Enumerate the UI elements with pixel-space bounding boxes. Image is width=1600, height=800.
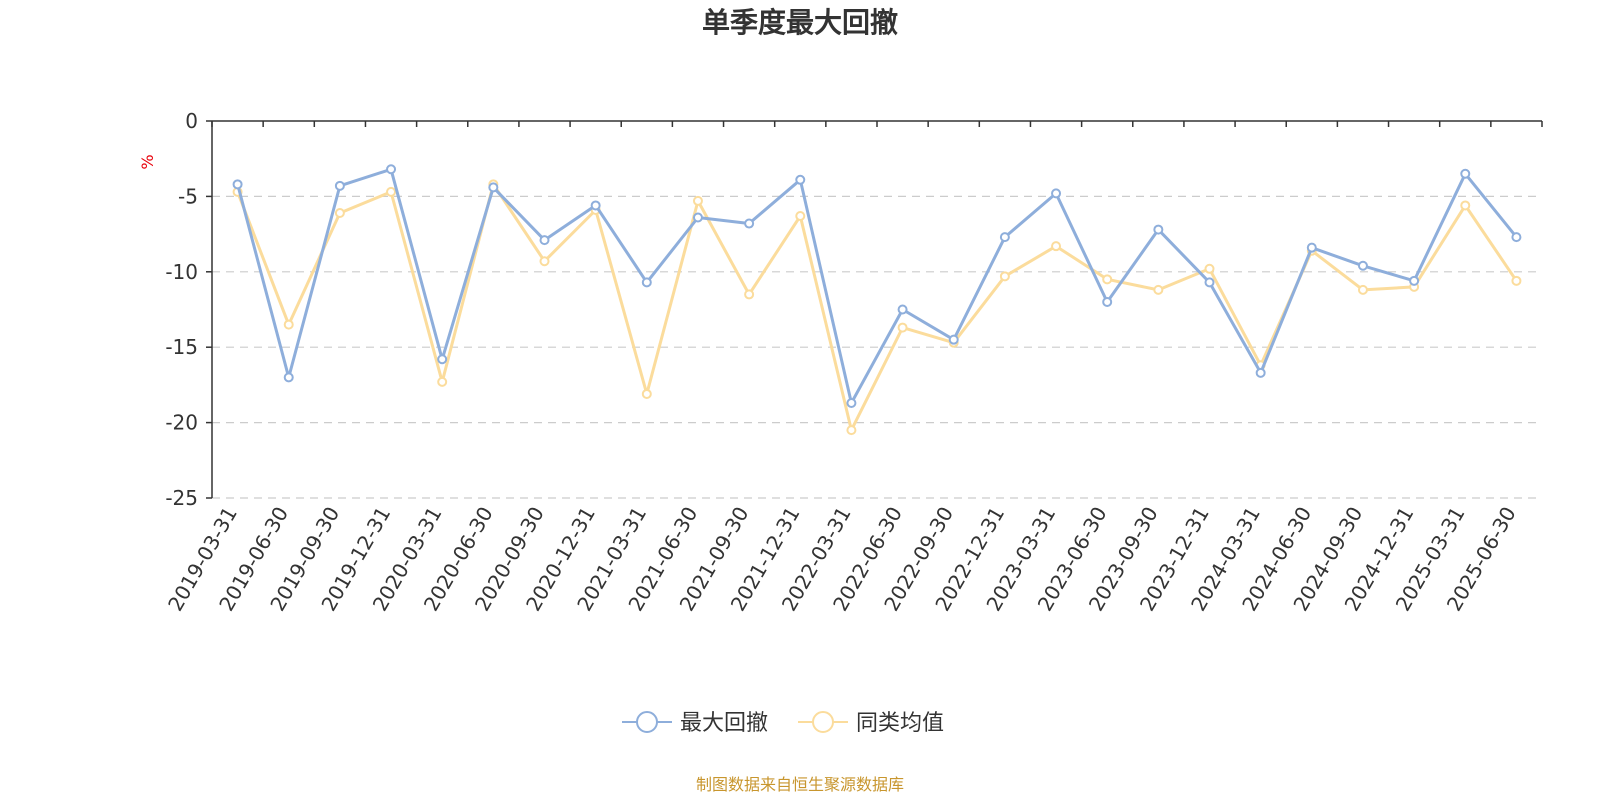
y-tick-label: -25 [165, 486, 198, 510]
data-point[interactable] [1460, 200, 1471, 211]
data-point[interactable] [590, 200, 601, 211]
data-point[interactable] [744, 218, 755, 229]
data-point[interactable] [846, 425, 857, 436]
legend[interactable]: 最大回撤 同类均值 [622, 711, 944, 736]
legend-label: 同类均值 [856, 711, 944, 736]
data-point[interactable] [539, 256, 550, 267]
data-source-note: 制图数据来自恒生聚源数据库 [696, 775, 904, 794]
data-point[interactable] [1306, 242, 1317, 253]
data-point[interactable] [1409, 275, 1420, 286]
data-point[interactable] [795, 211, 806, 222]
y-tick-label: -10 [165, 260, 198, 284]
data-point[interactable] [334, 180, 345, 191]
data-point[interactable] [232, 179, 243, 190]
series-2 [232, 179, 1522, 436]
data-point[interactable] [1460, 168, 1471, 179]
y-tick-label: -15 [165, 335, 198, 359]
y-tick-label: -5 [178, 184, 198, 208]
data-point[interactable] [386, 186, 397, 197]
data-point[interactable] [1051, 241, 1062, 252]
data-point[interactable] [1357, 284, 1368, 295]
data-point[interactable] [1102, 296, 1113, 307]
data-point[interactable] [999, 271, 1010, 282]
series-line [236, 167, 1518, 405]
y-tick-label: 0 [185, 109, 198, 133]
data-point[interactable] [437, 376, 448, 387]
series-lines [232, 164, 1522, 436]
legend-marker-icon [812, 711, 834, 733]
data-point[interactable] [641, 388, 652, 399]
data-point[interactable] [437, 354, 448, 365]
data-point[interactable] [1511, 232, 1522, 243]
data-point[interactable] [386, 164, 397, 175]
data-point[interactable] [488, 182, 499, 193]
data-point[interactable] [1255, 367, 1266, 378]
data-point[interactable] [1511, 275, 1522, 286]
series-1 [232, 164, 1522, 408]
data-point[interactable] [641, 277, 652, 288]
data-point[interactable] [1153, 284, 1164, 295]
data-point[interactable] [897, 304, 908, 315]
chart-title: 单季度最大回撤 [702, 6, 898, 39]
legend-label: 最大回撤 [680, 711, 768, 736]
axes: 0-5-10-15-20-252019-03-312019-06-302019-… [163, 109, 1543, 615]
data-point[interactable] [795, 174, 806, 185]
legend-item-2[interactable]: 同类均值 [798, 711, 944, 736]
data-point[interactable] [1051, 188, 1062, 199]
data-point[interactable] [897, 322, 908, 333]
data-point[interactable] [283, 319, 294, 330]
data-point[interactable] [1204, 263, 1215, 274]
data-point[interactable] [846, 397, 857, 408]
data-point[interactable] [692, 195, 703, 206]
data-point[interactable] [539, 235, 550, 246]
legend-marker-icon [636, 711, 658, 733]
data-point[interactable] [1153, 224, 1164, 235]
data-point[interactable] [1102, 274, 1113, 285]
data-point[interactable] [948, 334, 959, 345]
y-tick-label: -20 [165, 411, 198, 435]
y-axis-unit: % [138, 154, 157, 169]
data-point[interactable] [999, 232, 1010, 243]
data-point[interactable] [744, 289, 755, 300]
data-point[interactable] [692, 212, 703, 223]
data-point[interactable] [1204, 277, 1215, 288]
data-point[interactable] [1357, 260, 1368, 271]
data-point[interactable] [283, 372, 294, 383]
grid-lines [212, 195, 1542, 499]
data-point[interactable] [334, 207, 345, 218]
legend-item-1[interactable]: 最大回撤 [622, 711, 768, 736]
